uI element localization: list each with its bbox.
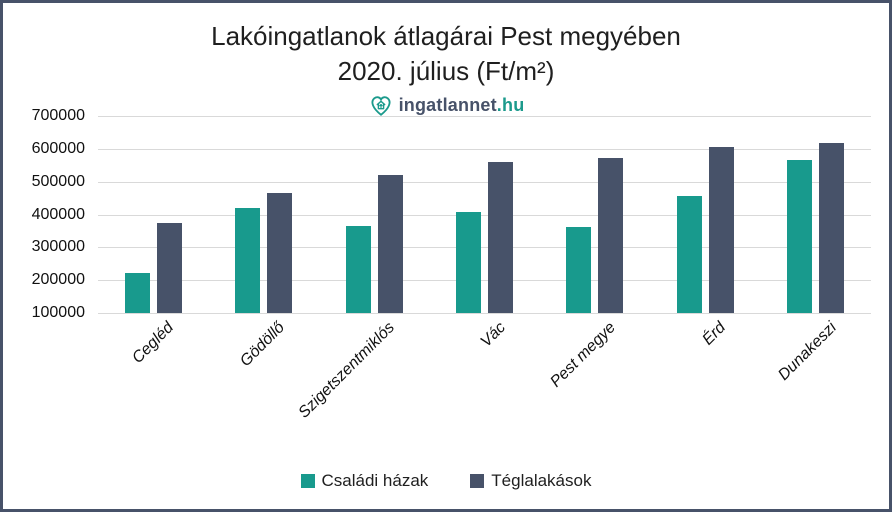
y-tick-label: 400000 xyxy=(31,205,85,223)
legend: Családi házak Téglalakások xyxy=(3,471,889,491)
gridline xyxy=(98,214,871,216)
legend-label: Családi házak xyxy=(321,471,429,490)
bar xyxy=(598,157,624,313)
bar xyxy=(566,226,592,313)
legend-label: Téglalakások xyxy=(491,471,592,490)
legend-swatch xyxy=(470,474,485,488)
legend-item: Téglalakások xyxy=(470,471,591,491)
logo-text-suffix: .hu xyxy=(496,94,525,115)
chart-title-line1: Lakóingatlanok átlagárai Pest megyében xyxy=(211,21,681,51)
bar xyxy=(787,160,813,313)
logo-text-main: ingatlannet xyxy=(398,94,497,115)
bar xyxy=(488,161,513,313)
plot-area xyxy=(98,116,871,314)
bar xyxy=(124,272,150,313)
legend-item: Családi házak xyxy=(300,471,429,491)
gridline xyxy=(98,181,871,183)
bar xyxy=(456,212,481,313)
bar xyxy=(156,222,182,313)
legend-swatch xyxy=(300,474,315,488)
bar xyxy=(235,207,261,313)
bar xyxy=(267,193,293,313)
y-tick-label: 600000 xyxy=(31,139,85,157)
y-tick-label: 500000 xyxy=(31,172,85,190)
gridline xyxy=(98,116,871,117)
y-tick-label: 100000 xyxy=(31,304,85,321)
bar xyxy=(345,226,371,313)
gridline xyxy=(98,313,871,314)
bar xyxy=(676,196,702,313)
logo: ingatlannet.hu xyxy=(3,91,889,119)
y-tick-label: 300000 xyxy=(31,238,85,256)
chart-title: Lakóingatlanok átlagárai Pest megyében 2… xyxy=(3,19,889,89)
gridline xyxy=(98,247,871,249)
logo-text: ingatlannet.hu xyxy=(399,95,525,116)
bar xyxy=(819,143,845,313)
bar xyxy=(708,147,734,313)
bar xyxy=(377,175,403,313)
gridline xyxy=(98,148,871,150)
gridline xyxy=(98,280,871,282)
heart-house-icon xyxy=(371,96,391,116)
y-tick-label: 700000 xyxy=(31,107,85,124)
chart-title-line2: 2020. július (Ft/m²) xyxy=(337,56,555,86)
y-tick-label: 200000 xyxy=(31,271,85,289)
